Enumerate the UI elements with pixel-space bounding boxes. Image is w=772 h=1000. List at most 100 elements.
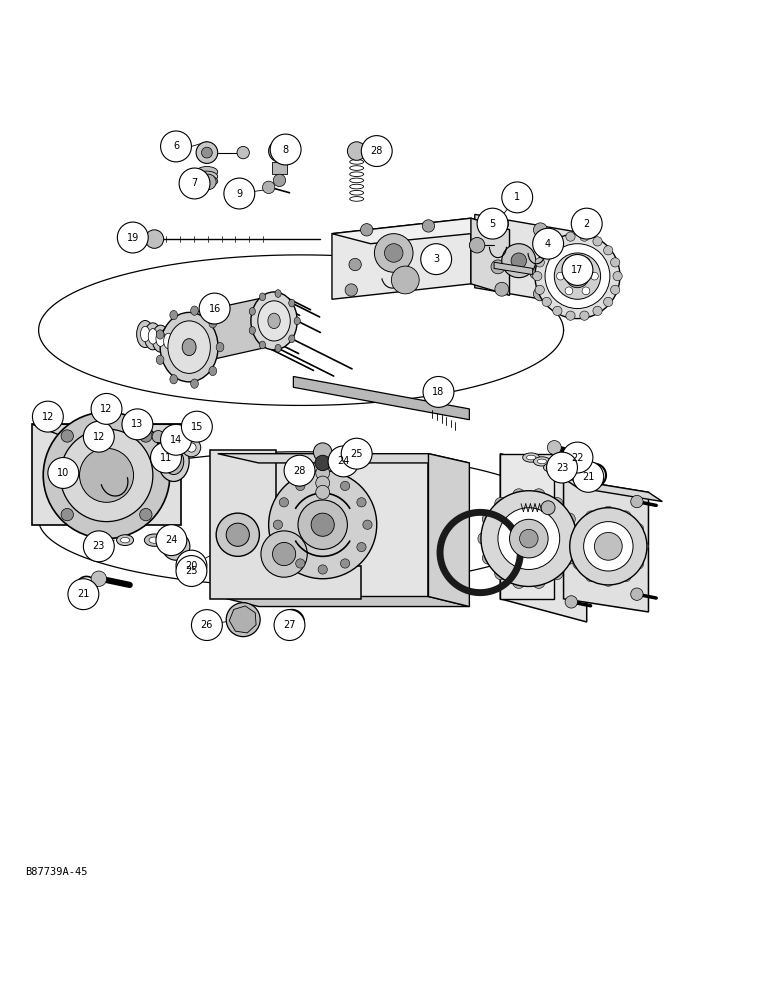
Circle shape (542, 297, 551, 307)
Circle shape (274, 610, 305, 641)
Ellipse shape (216, 343, 224, 352)
Circle shape (262, 181, 275, 194)
Circle shape (315, 455, 330, 471)
Circle shape (176, 550, 207, 581)
Text: 12: 12 (93, 432, 105, 442)
Circle shape (584, 522, 633, 571)
Text: 24: 24 (337, 456, 350, 466)
Circle shape (80, 448, 134, 502)
Circle shape (533, 223, 547, 237)
Circle shape (481, 491, 577, 586)
Ellipse shape (168, 454, 179, 468)
Ellipse shape (209, 366, 217, 376)
Polygon shape (32, 424, 181, 525)
Text: 14: 14 (170, 435, 182, 445)
Circle shape (565, 258, 573, 265)
Ellipse shape (251, 292, 297, 350)
Circle shape (593, 237, 602, 246)
Text: 28: 28 (293, 466, 306, 476)
Circle shape (631, 495, 643, 508)
Ellipse shape (523, 453, 540, 462)
Circle shape (237, 146, 249, 159)
Circle shape (279, 498, 289, 507)
Polygon shape (500, 454, 554, 599)
Polygon shape (471, 218, 510, 295)
Circle shape (226, 603, 260, 637)
Circle shape (196, 142, 218, 163)
Circle shape (274, 146, 285, 156)
Circle shape (469, 238, 485, 253)
Circle shape (311, 513, 334, 536)
Circle shape (61, 508, 73, 521)
Ellipse shape (268, 313, 280, 329)
Text: 5: 5 (489, 219, 496, 229)
Text: 19: 19 (127, 233, 139, 243)
Circle shape (553, 306, 562, 316)
Text: 6: 6 (173, 141, 179, 151)
Circle shape (181, 411, 212, 442)
Circle shape (520, 529, 538, 548)
Ellipse shape (294, 317, 300, 325)
Circle shape (357, 542, 366, 552)
Circle shape (270, 134, 301, 165)
Text: 12: 12 (100, 404, 113, 414)
Text: 1: 1 (514, 192, 520, 202)
Circle shape (491, 260, 505, 274)
Circle shape (495, 567, 507, 580)
Circle shape (582, 258, 590, 265)
Ellipse shape (152, 325, 169, 352)
Circle shape (573, 524, 584, 534)
Circle shape (580, 311, 589, 320)
Text: 12: 12 (42, 412, 54, 422)
Circle shape (363, 520, 372, 529)
Polygon shape (494, 262, 533, 275)
Ellipse shape (275, 344, 281, 352)
Circle shape (631, 588, 643, 600)
Circle shape (604, 246, 613, 255)
Polygon shape (218, 596, 469, 607)
Ellipse shape (117, 535, 134, 546)
Text: 3: 3 (433, 254, 439, 264)
Circle shape (603, 576, 614, 586)
Circle shape (140, 430, 152, 442)
Circle shape (566, 311, 575, 320)
Circle shape (61, 430, 73, 442)
Circle shape (573, 558, 584, 569)
Ellipse shape (259, 341, 266, 349)
Polygon shape (428, 454, 469, 607)
Text: B87739A-45: B87739A-45 (25, 867, 87, 877)
Circle shape (498, 508, 560, 569)
Circle shape (117, 222, 148, 253)
Circle shape (340, 559, 350, 568)
Text: 20: 20 (185, 561, 198, 571)
Circle shape (495, 282, 509, 296)
Circle shape (638, 541, 648, 552)
Circle shape (273, 174, 286, 187)
Circle shape (286, 616, 298, 628)
Circle shape (482, 513, 495, 525)
Circle shape (604, 297, 613, 307)
Circle shape (340, 481, 350, 491)
Ellipse shape (120, 537, 130, 543)
Circle shape (316, 466, 330, 480)
Ellipse shape (164, 333, 173, 349)
Circle shape (557, 272, 564, 280)
Ellipse shape (249, 327, 256, 334)
Circle shape (296, 559, 305, 568)
Circle shape (347, 142, 366, 160)
Ellipse shape (148, 329, 157, 344)
Polygon shape (218, 454, 428, 596)
Circle shape (535, 285, 544, 294)
Circle shape (620, 511, 631, 522)
Text: 11: 11 (160, 453, 172, 463)
Circle shape (32, 401, 63, 432)
Circle shape (573, 461, 604, 492)
Polygon shape (332, 218, 510, 244)
Circle shape (591, 272, 598, 280)
Circle shape (122, 409, 153, 440)
Circle shape (633, 524, 644, 534)
Circle shape (224, 178, 255, 209)
Ellipse shape (182, 339, 196, 356)
Circle shape (145, 230, 164, 248)
Circle shape (179, 168, 210, 199)
